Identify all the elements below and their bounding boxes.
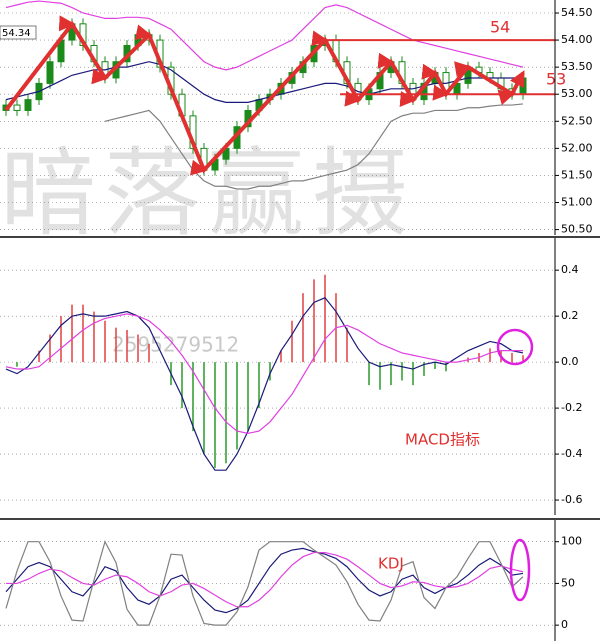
y-tick-label: -0.4 (561, 447, 582, 460)
y-tick-label: 51.00 (561, 196, 593, 209)
candle-body (13, 104, 21, 111)
watermark: 2595279512 (112, 333, 239, 357)
y-tick-label: 54.50 (561, 6, 593, 19)
y-tick-label: 100 (561, 535, 582, 548)
y-tick-label: 0 (561, 618, 568, 631)
y-tick-label: 54.00 (561, 33, 593, 46)
highlight-circle (496, 328, 534, 366)
highlight-circle (509, 538, 531, 602)
level-label: 54 (490, 18, 510, 37)
y-tick-label: -0.6 (561, 493, 582, 506)
candle-body (24, 99, 32, 111)
y-tick-label: 50.50 (561, 223, 593, 236)
y-tick-label: 0.4 (561, 263, 579, 276)
panel-title: KDJ (378, 555, 404, 573)
trend-arrows (4, 15, 525, 176)
level-label: 53 (546, 70, 566, 89)
y-tick-label: 0.0 (561, 355, 579, 368)
y-tick-label: 52.50 (561, 114, 593, 127)
y-tick-label: 52.00 (561, 141, 593, 154)
y-tick-label: 53.50 (561, 60, 593, 73)
series-line (5, 540, 524, 626)
y-tick-label: 0.2 (561, 309, 579, 322)
candle-body (46, 61, 54, 84)
high-label-box (0, 25, 37, 40)
series-line (5, 313, 523, 435)
series-line (5, 297, 524, 471)
high-label: 54.34 (2, 28, 31, 39)
watermark: 暗落赢摄 (0, 137, 416, 249)
y-tick-label: -0.2 (561, 401, 582, 414)
panel-title: MACD指标 (405, 431, 480, 449)
y-tick-label: 53.00 (561, 87, 593, 100)
y-tick-label: 50 (561, 576, 575, 589)
y-tick-label: 51.50 (561, 168, 593, 181)
